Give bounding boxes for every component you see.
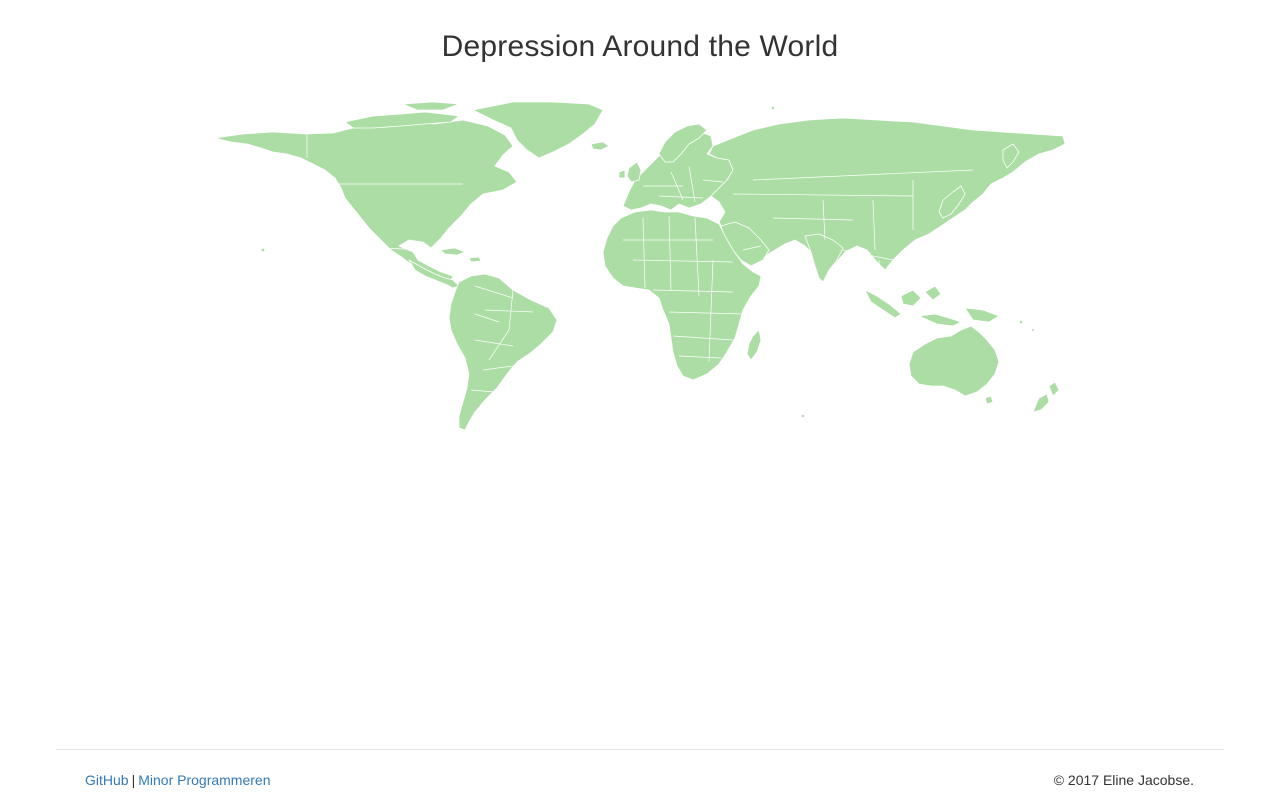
map-region-japan[interactable] xyxy=(938,185,966,219)
minor-programmeren-link[interactable]: Minor Programmeren xyxy=(138,772,271,788)
map-island-speck xyxy=(771,106,775,110)
map-region-british-isles[interactable] xyxy=(618,161,642,183)
map-region-kamchatka[interactable] xyxy=(1002,143,1020,169)
map-region-africa[interactable] xyxy=(602,209,762,381)
github-link[interactable]: GitHub xyxy=(85,772,129,788)
map-region-arctic-islands[interactable] xyxy=(344,101,460,129)
world-map-svg xyxy=(214,101,1066,431)
map-region-new-zealand[interactable] xyxy=(1032,381,1060,413)
map-region-greenland[interactable] xyxy=(472,101,604,159)
map-region-asia[interactable] xyxy=(708,117,1066,277)
map-region-india[interactable] xyxy=(804,233,844,283)
map-island-speck xyxy=(1019,320,1023,324)
page-title: Depression Around the World xyxy=(441,30,839,63)
map-island-speck xyxy=(261,248,265,252)
footer-divider xyxy=(56,749,1224,750)
footer-separator: | xyxy=(131,772,136,788)
footer-links: GitHub | Minor Programmeren xyxy=(85,772,270,788)
map-island-speck xyxy=(801,414,805,418)
map-region-caribbean[interactable] xyxy=(440,247,482,263)
map-region-iceland[interactable] xyxy=(590,141,610,151)
map-region-south-america[interactable] xyxy=(448,273,558,431)
copyright-text: © 2017 Eline Jacobse. xyxy=(1053,772,1194,788)
map-island-speck xyxy=(1032,329,1034,331)
map-region-southeast-asia-islands[interactable] xyxy=(864,285,1000,327)
map-region-tasmania[interactable] xyxy=(984,395,994,405)
map-region-australia[interactable] xyxy=(908,325,1000,397)
map-region-scandinavia[interactable] xyxy=(658,123,708,163)
world-map xyxy=(213,100,1066,435)
map-region-madagascar[interactable] xyxy=(746,329,762,361)
map-region-central-america[interactable] xyxy=(408,259,460,289)
